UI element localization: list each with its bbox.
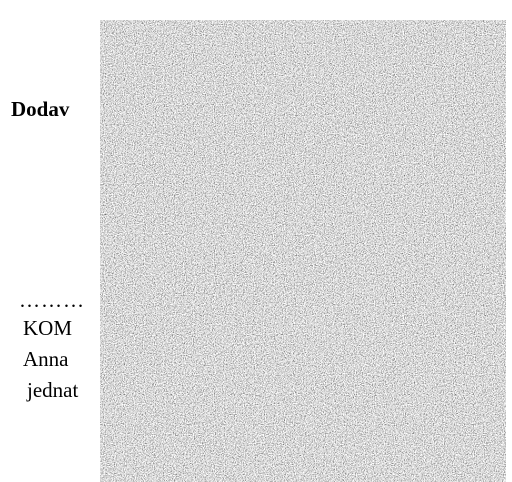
signatory-line-2: Anna — [23, 347, 69, 371]
redaction-noise-block — [100, 20, 506, 482]
signatory-line-1: KOM — [23, 316, 73, 340]
signatory-line-3: jednat — [27, 378, 79, 402]
signature-dotted-line: ……… — [19, 288, 85, 312]
document-heading: Dodav — [11, 97, 70, 121]
